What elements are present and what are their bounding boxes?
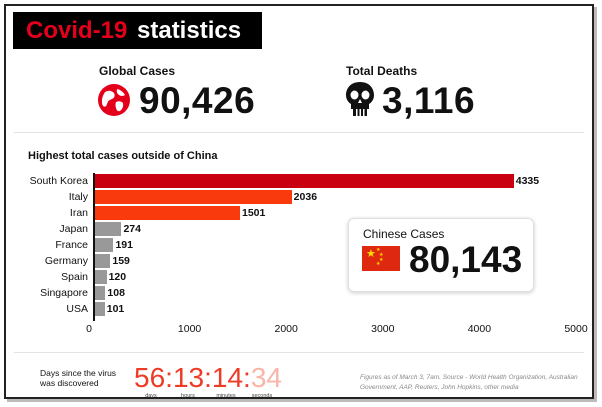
x-tick-label: 3000 bbox=[371, 323, 395, 335]
category-label: USA bbox=[66, 303, 88, 315]
divider-bottom bbox=[14, 352, 584, 353]
title-banner: Covid-19 statistics bbox=[13, 12, 262, 49]
bar bbox=[95, 238, 114, 252]
global-cases-value: 90,426 bbox=[139, 80, 256, 121]
china-flag-icon: ★ ★ ★ ★ ★ bbox=[362, 246, 400, 271]
counter-seconds: 34 bbox=[250, 362, 282, 393]
counter-days: 56 bbox=[134, 362, 166, 393]
unit-hours: hours bbox=[181, 393, 195, 399]
bar-value-label: 274 bbox=[123, 223, 141, 235]
bar-value-label: 2036 bbox=[293, 191, 318, 203]
bar bbox=[95, 222, 122, 236]
chinese-cases-label: Chinese Cases bbox=[363, 227, 445, 241]
category-label: Germany bbox=[44, 255, 88, 267]
category-label: Japan bbox=[59, 223, 88, 235]
counter-sep-2: : bbox=[204, 362, 212, 393]
category-label: Italy bbox=[68, 191, 88, 203]
bar bbox=[95, 174, 514, 188]
y-axis-line bbox=[93, 173, 95, 321]
bar bbox=[95, 206, 240, 220]
globe-icon bbox=[98, 84, 130, 116]
counter-minutes: 14 bbox=[211, 362, 244, 393]
unit-days: days bbox=[145, 393, 157, 399]
bar bbox=[95, 286, 106, 300]
unit-minutes: minutes bbox=[216, 393, 236, 399]
unit-seconds: seconds bbox=[251, 393, 273, 399]
chinese-cases-card: Chinese Cases ★ ★ ★ ★ ★ 80,143 bbox=[348, 218, 534, 292]
x-tick-label: 0 bbox=[86, 323, 92, 335]
title-covid: Covid-19 bbox=[26, 17, 128, 44]
source-note: Figures as of March 3, 7am. Source - Wor… bbox=[360, 374, 578, 391]
bar-value-label: 159 bbox=[112, 255, 130, 267]
bar bbox=[95, 270, 107, 284]
x-tick-label: 2000 bbox=[274, 323, 298, 335]
category-label: Iran bbox=[69, 207, 88, 219]
title-statistics: statistics bbox=[137, 17, 242, 44]
divider-top bbox=[14, 132, 584, 133]
days-counter: 56:13:14:34 bbox=[134, 362, 282, 394]
total-deaths-label: Total Deaths bbox=[346, 64, 418, 78]
counter-hours: 13 bbox=[172, 362, 205, 393]
bar-value-label: 108 bbox=[107, 287, 125, 299]
category-label: Spain bbox=[61, 271, 88, 283]
counter-sep-1: : bbox=[165, 362, 173, 393]
x-tick-label: 5000 bbox=[564, 323, 588, 335]
bar-value-label: 101 bbox=[106, 303, 125, 315]
bar bbox=[95, 254, 111, 268]
bar bbox=[95, 302, 105, 316]
counter-sep-3: : bbox=[243, 362, 251, 393]
chart-title: Highest total cases outside of China bbox=[28, 150, 218, 162]
total-deaths-value: 3,116 bbox=[382, 80, 476, 121]
global-cases-label: Global Cases bbox=[99, 64, 176, 78]
bar bbox=[95, 190, 292, 204]
bar-value-label: 1501 bbox=[241, 207, 266, 219]
skull-icon bbox=[346, 82, 374, 116]
category-label: France bbox=[55, 239, 88, 251]
bar-value-label: 4335 bbox=[515, 175, 540, 187]
category-label: Singapore bbox=[40, 287, 88, 299]
days-since-label: Days since the virus was discovered bbox=[40, 368, 117, 388]
x-tick-label: 1000 bbox=[177, 323, 202, 335]
chinese-cases-value: 80,143 bbox=[409, 239, 523, 280]
x-tick-label: 4000 bbox=[467, 323, 492, 335]
category-label: South Korea bbox=[29, 175, 88, 187]
bar-value-label: 120 bbox=[108, 271, 127, 283]
bar-value-label: 191 bbox=[115, 239, 133, 251]
